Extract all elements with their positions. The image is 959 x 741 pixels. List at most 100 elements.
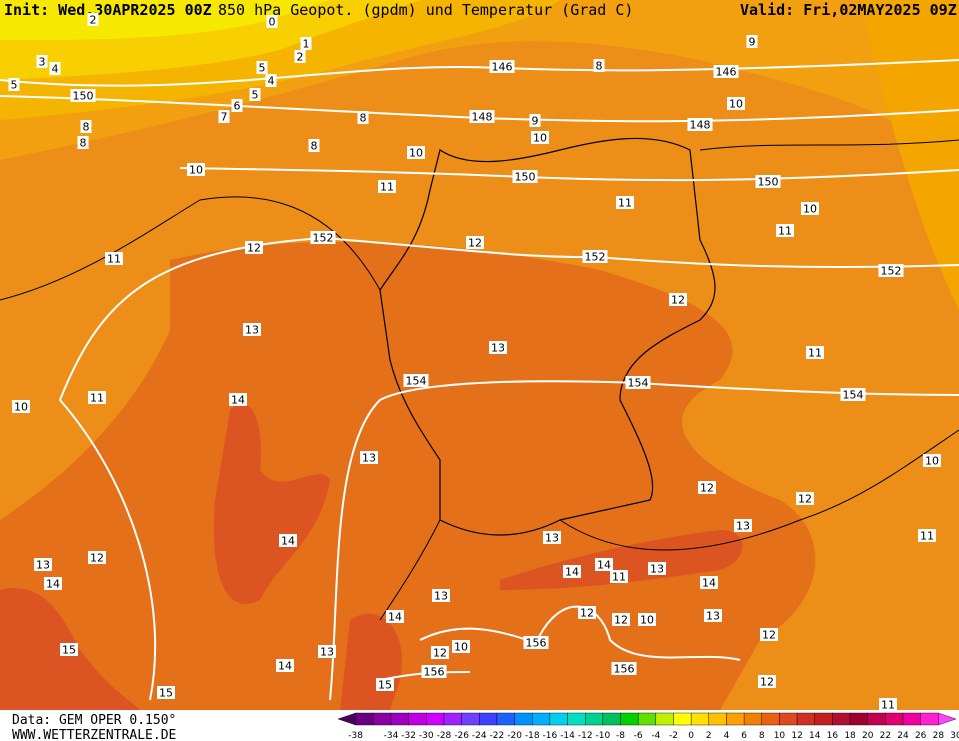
colorbar-label: 8 bbox=[759, 731, 765, 741]
label-box bbox=[625, 376, 651, 389]
label-box bbox=[582, 250, 608, 263]
temp-area bbox=[500, 530, 743, 590]
label-box bbox=[543, 531, 561, 544]
colorbar-cell bbox=[938, 712, 957, 726]
colorbar-label: 26 bbox=[915, 731, 927, 741]
temp-area bbox=[213, 403, 330, 604]
label-box bbox=[256, 61, 268, 74]
colorbar-label: -2 bbox=[669, 731, 678, 741]
label-box bbox=[431, 646, 449, 659]
label-box bbox=[611, 662, 637, 675]
colorbar-cell bbox=[743, 712, 762, 726]
label-box bbox=[452, 640, 470, 653]
label-box bbox=[266, 15, 278, 28]
label-box bbox=[80, 120, 92, 133]
label-box bbox=[489, 341, 507, 354]
contour-label: 10 bbox=[925, 455, 939, 468]
contour-label: 3 bbox=[39, 56, 46, 69]
contour-label: 12 bbox=[433, 647, 447, 660]
contour-label: 12 bbox=[700, 482, 714, 495]
colorbar-cell bbox=[690, 712, 710, 726]
label-box bbox=[610, 570, 628, 583]
colorbar-cell bbox=[902, 712, 921, 726]
colorbar-cell bbox=[779, 712, 798, 726]
contour-label: 11 bbox=[881, 699, 895, 712]
contour-label: 13 bbox=[650, 563, 664, 576]
temp-area bbox=[0, 0, 330, 40]
contour-label: 10 bbox=[14, 401, 28, 414]
colorbar-label: -32 bbox=[401, 731, 416, 741]
label-box bbox=[595, 558, 613, 571]
label-box bbox=[612, 613, 630, 626]
colorbar-label: -34 bbox=[384, 731, 399, 741]
contour-label: 8 bbox=[311, 140, 318, 153]
contour-label: 4 bbox=[52, 63, 59, 76]
contour-label: 0 bbox=[269, 16, 276, 29]
label-box bbox=[276, 659, 294, 672]
contour-label: 146 bbox=[492, 61, 513, 74]
label-box bbox=[300, 37, 312, 50]
label-box bbox=[713, 65, 739, 78]
label-box bbox=[578, 606, 596, 619]
contour-label: 12 bbox=[671, 294, 685, 307]
contour-label: 10 bbox=[729, 98, 743, 111]
contour-label: 13 bbox=[736, 520, 750, 533]
label-box bbox=[105, 252, 123, 265]
label-box bbox=[879, 698, 897, 711]
colorbar-label: 28 bbox=[933, 731, 945, 741]
contour-label: 5 bbox=[259, 62, 266, 75]
contour-label: 8 bbox=[596, 60, 603, 73]
contour-label: 10 bbox=[189, 164, 203, 177]
label-box bbox=[593, 59, 605, 72]
contour-label: 13 bbox=[491, 342, 505, 355]
contour-label: 12 bbox=[580, 607, 594, 620]
contour-label: 12 bbox=[90, 552, 104, 565]
init-time: Init: Wed,30APR2025 00Z bbox=[4, 1, 212, 19]
colorbar-label: -20 bbox=[507, 731, 522, 741]
contour-label: 13 bbox=[706, 610, 720, 623]
colorbar-cell bbox=[885, 712, 904, 726]
label-box bbox=[512, 170, 538, 183]
contour-label: 15 bbox=[159, 687, 173, 700]
contour-label: 5 bbox=[252, 89, 259, 102]
contour-label: 13 bbox=[545, 532, 559, 545]
colorbar-cell bbox=[796, 712, 815, 726]
colorbar-label: -30 bbox=[419, 731, 434, 741]
contour-label: 8 bbox=[360, 112, 367, 125]
contour-label: 156 bbox=[614, 663, 635, 676]
colorbar-label: -12 bbox=[578, 731, 593, 741]
contour-label: 150 bbox=[515, 171, 536, 184]
colorbar-cell bbox=[514, 712, 533, 726]
contour-label: 9 bbox=[532, 115, 539, 128]
colorbar-label: 2 bbox=[706, 731, 712, 741]
label-box bbox=[529, 114, 541, 127]
contour-label: 13 bbox=[362, 452, 376, 465]
colorbar-cell bbox=[390, 712, 409, 726]
contour-label: 14 bbox=[388, 611, 402, 624]
contour-label: 8 bbox=[83, 121, 90, 134]
contour-label: 15 bbox=[378, 679, 392, 692]
label-box bbox=[70, 89, 96, 102]
colorbar-label: 18 bbox=[844, 731, 856, 741]
colorbar-cell bbox=[426, 712, 445, 726]
contour-label: 148 bbox=[472, 111, 493, 124]
colorbar-label: -8 bbox=[616, 731, 625, 741]
colorbar-cell bbox=[585, 712, 604, 726]
contour-label: 148 bbox=[690, 119, 711, 132]
data-source: Data: GEM OPER 0.150° bbox=[12, 713, 176, 728]
temp-area bbox=[340, 613, 402, 710]
colorbar-label: -38 bbox=[348, 731, 363, 741]
label-box bbox=[157, 686, 175, 699]
contour-label: 8 bbox=[80, 137, 87, 150]
label-box bbox=[466, 236, 484, 249]
colorbar-cell bbox=[867, 712, 886, 726]
colorbar-label: -26 bbox=[454, 731, 469, 741]
contour-label: 150 bbox=[73, 90, 94, 103]
colorbar-label: -4 bbox=[651, 731, 660, 741]
label-box bbox=[378, 180, 396, 193]
contour-label: 13 bbox=[434, 590, 448, 603]
label-box bbox=[648, 562, 666, 575]
label-box bbox=[704, 609, 722, 622]
contour-label: 14 bbox=[278, 660, 292, 673]
